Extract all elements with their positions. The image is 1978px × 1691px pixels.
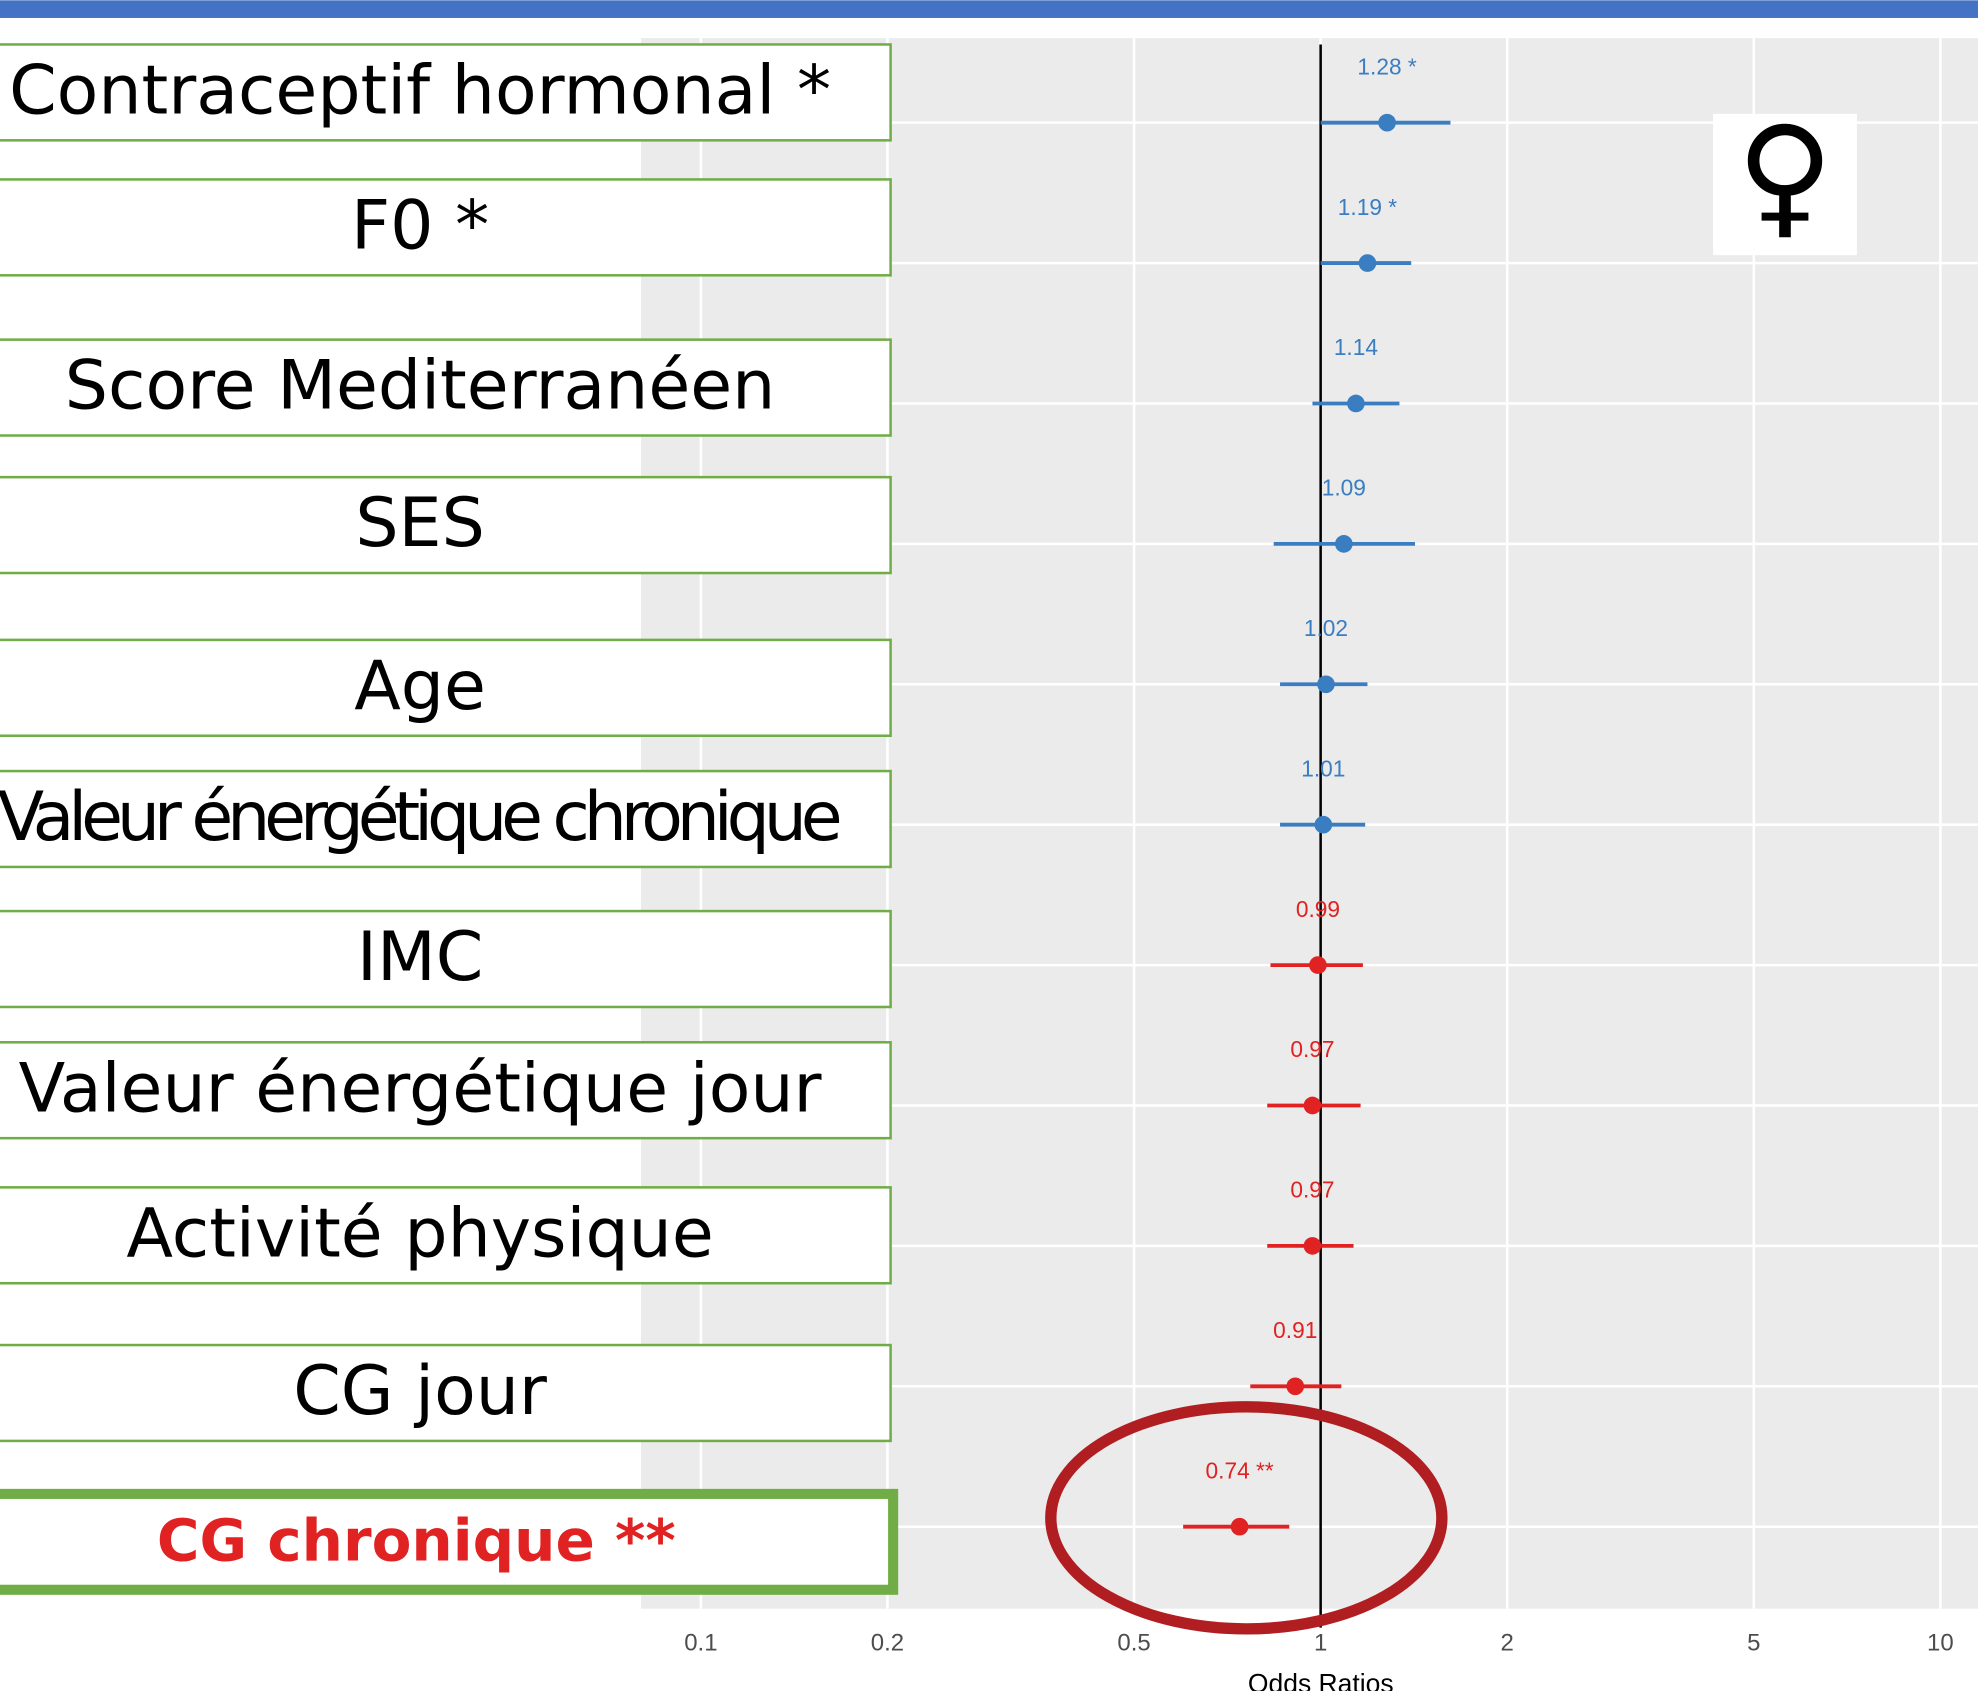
value-label: 1.02	[1304, 615, 1348, 641]
point	[1303, 1096, 1322, 1115]
x-tick-label: 10	[1927, 1629, 1954, 1656]
value-label: 1.19 *	[1338, 194, 1397, 220]
label-box	[0, 338, 892, 437]
x-tick-label: 0.5	[1117, 1629, 1150, 1656]
x-tick-label: 5	[1747, 1629, 1760, 1656]
point	[1303, 1237, 1322, 1255]
category-label: F0 *	[351, 186, 489, 265]
x-axis-label: Odds Ratios	[1248, 1669, 1394, 1691]
value-label: 1.28 *	[1357, 53, 1416, 79]
label-box	[0, 178, 892, 277]
value-label: 1.01	[1301, 755, 1345, 781]
value-label: 0.74 **	[1206, 1457, 1274, 1483]
category-label: Contraceptif hormonal *	[9, 51, 831, 130]
category-label: CG jour	[293, 1352, 547, 1431]
category-label: Age	[354, 647, 486, 726]
x-tick-label: 0.1	[684, 1629, 717, 1656]
value-label: 1.14	[1334, 334, 1378, 360]
label-box	[0, 43, 892, 142]
annotation: ♀	[1736, 99, 1833, 253]
category-label: Activité physique	[126, 1194, 713, 1273]
label-box	[0, 1041, 892, 1140]
point	[1314, 815, 1333, 834]
value-label: 0.97	[1290, 1036, 1334, 1062]
category-label: SES	[355, 484, 485, 563]
x-tick-label: 0.2	[871, 1629, 904, 1656]
point	[1378, 113, 1396, 132]
label-box	[0, 909, 892, 1009]
point	[1230, 1517, 1249, 1536]
point	[1309, 956, 1327, 974]
point	[1286, 1377, 1305, 1396]
x-tick-label: 2	[1501, 1629, 1514, 1656]
category-label: Valeur énergétique jour	[19, 1049, 822, 1128]
category-label: CG chronique **	[157, 1506, 676, 1574]
top-bar	[0, 0, 1978, 18]
category-label: IMC	[357, 918, 483, 997]
category-label: Score Mediterranéen	[65, 347, 776, 426]
x-tick-label: 1	[1314, 1629, 1327, 1656]
value-label: 1.09	[1322, 475, 1366, 501]
category-label: Valeur énergétique chronique	[0, 778, 843, 857]
symbol-box	[1713, 113, 1857, 256]
value-label: 0.91	[1273, 1317, 1317, 1343]
label-box	[0, 1186, 892, 1285]
label-box	[0, 475, 892, 575]
value-label: 0.99	[1296, 896, 1340, 922]
label-box	[0, 638, 892, 738]
value-label: 0.97	[1290, 1177, 1334, 1203]
label-box	[0, 1343, 892, 1443]
point	[1317, 675, 1335, 694]
point	[1358, 254, 1377, 272]
point	[1335, 535, 1353, 553]
highlight-circle	[1045, 1401, 1448, 1635]
label-box	[0, 1488, 899, 1595]
point	[1347, 394, 1365, 413]
label-box	[0, 769, 892, 869]
